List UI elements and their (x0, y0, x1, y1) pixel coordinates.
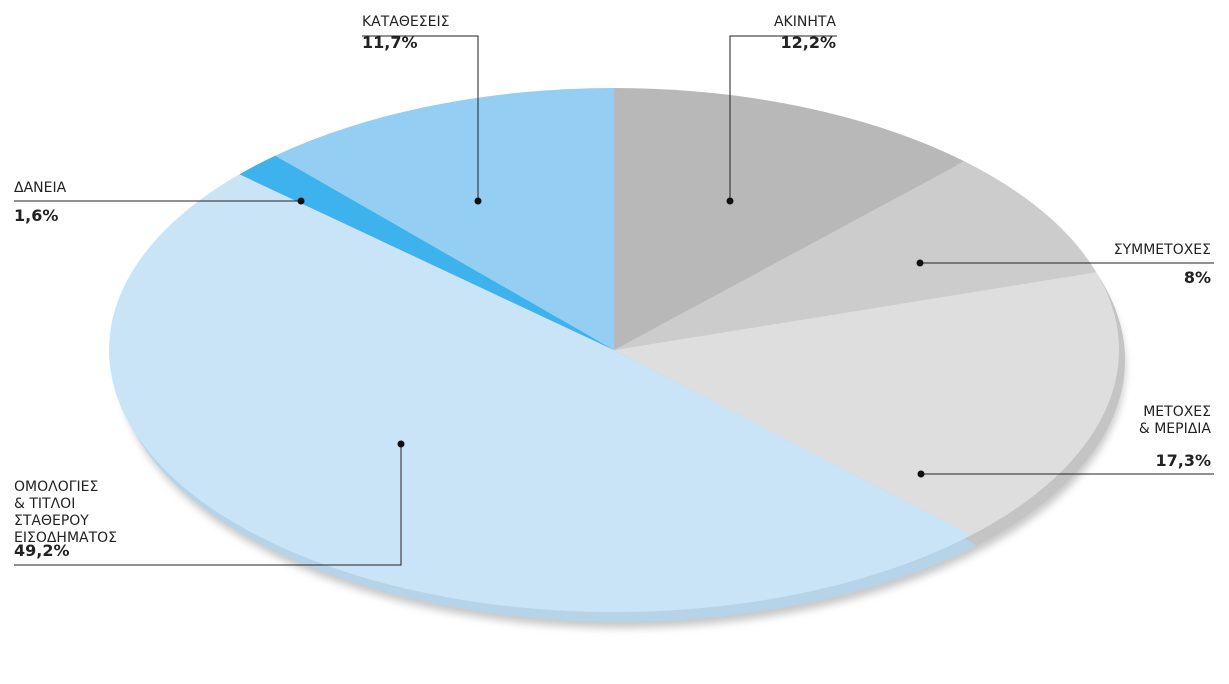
slice-label-metoxes-meridia: ΜΕΤΟΧΕΣ & ΜΕΡΙΔΙΑ (1138, 404, 1211, 437)
slice-label-katatheseis: ΚΑΤΑΘΕΣΕΙΣ (362, 14, 450, 30)
slice-value-akinita: 12,2% (780, 33, 836, 52)
leader-line (14, 444, 402, 566)
slice-value-katatheseis: 11,7% (362, 33, 418, 52)
pie-slice (614, 88, 965, 350)
leader-dot (726, 197, 734, 205)
slice-value-symmetoxes: 8% (1183, 268, 1211, 287)
slice-value-metoxes-meridia: 17,3% (1155, 451, 1211, 470)
leader-dot (916, 259, 924, 267)
pie-slice (109, 174, 972, 612)
slice-value-omologies: 49,2% (14, 541, 70, 560)
slice-label-omologies: ΟΜΟΛΟΓΙΕΣ & ΤΙΤΛΟΙ ΣΤΑΘΕΡΟΥ ΕΙΣΟΔΗΜΑΤΟΣ (14, 479, 118, 546)
leader-line (362, 35, 479, 201)
slice-value-daneia: 1,6% (14, 206, 59, 225)
leader-dot (297, 197, 305, 205)
leader-line (729, 35, 837, 201)
pie-slice (275, 88, 614, 350)
leader-dot (397, 440, 405, 448)
slice-label-akinita: ΑΚΙΝΗΤΑ (773, 14, 836, 30)
pie-slice (239, 155, 614, 350)
leader-dot (474, 197, 482, 205)
slice-label-daneia: ΔΑΝΕΙΑ (14, 180, 67, 196)
pie-slice (614, 161, 1097, 350)
pie-slice (614, 272, 1119, 536)
slice-label-symmetoxes: ΣΥΜΜΕΤΟΧΕΣ (1113, 242, 1211, 258)
leader-dot (917, 470, 925, 478)
